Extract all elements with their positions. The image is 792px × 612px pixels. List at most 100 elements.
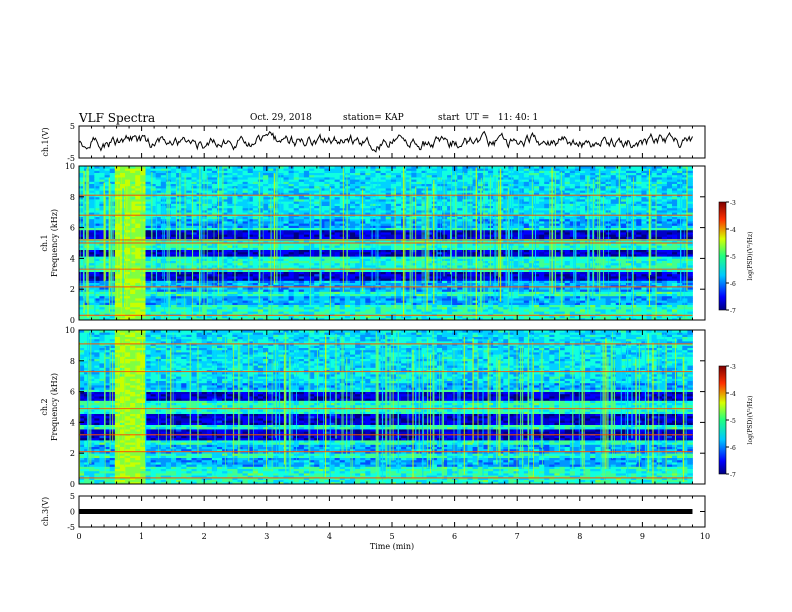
ch1-spectrogram-cell (513, 271, 519, 275)
ch1-spectrogram-cell (217, 280, 223, 283)
ch1-spectrogram-cell (263, 271, 269, 275)
ch1-spectrogram-cell (554, 313, 560, 316)
ch1-spectrogram-cell (84, 304, 90, 308)
ch1-spectrogram-cell (222, 317, 228, 321)
ch1-spectrogram-cell (176, 276, 182, 279)
ch1-spectrogram-cell (656, 313, 663, 316)
ch1-spectrogram-cell (257, 273, 264, 277)
ch1-spectrogram-cell (365, 311, 371, 314)
ch1-spectrogram-cell (288, 309, 295, 312)
ch1-spectrogram-cell (610, 302, 617, 305)
ch1-spectrogram-cell (293, 309, 300, 312)
ch1-spectrogram-cell (79, 311, 85, 314)
ch1-spectrogram-cell (539, 271, 545, 275)
ch1-spectrogram-cell (176, 287, 182, 290)
ch1-spectrogram-cell (513, 306, 519, 310)
ch1-spectrogram-cell (257, 287, 264, 290)
ch1-spectrogram-cell (452, 271, 458, 275)
ch1-spectrogram-cell (554, 271, 560, 275)
ch1-spectrogram-cell (211, 317, 218, 321)
ch1-spectrogram-cell (339, 284, 346, 288)
ch1-spectrogram-cell (595, 298, 601, 301)
ch1-spectrogram-cell (171, 295, 177, 299)
ch1-spectrogram-cell (503, 313, 509, 316)
ch1-spectrogram-cell (84, 306, 90, 310)
ch1-spectrogram-cell (314, 298, 320, 301)
ch1-spectrogram-cell (247, 298, 254, 301)
ch1-spectrogram-cell (339, 295, 346, 299)
ch1-spectrogram-cell (319, 291, 325, 294)
ch1-spectrogram-cell (452, 280, 458, 283)
ch1-spectrogram-cell (257, 282, 264, 286)
ch1-spectrogram-cell (339, 309, 346, 312)
ch1-spectrogram-cell (595, 309, 601, 312)
ch1-spectrogram-cell (554, 293, 560, 297)
ch1-spectrogram-cell (411, 313, 417, 316)
ch1-spectrogram-cell (252, 276, 259, 279)
ch1-spectrogram-cell (155, 280, 162, 283)
ch1-spectrogram-cell (523, 269, 530, 272)
ch1-spectrogram-cell (160, 302, 167, 305)
ch1-spectrogram-cell (610, 287, 617, 290)
ch1-spectrogram-cell (523, 273, 530, 277)
ch1-spectrogram-cell (257, 302, 264, 305)
ch1-spectrogram-cell (145, 315, 151, 319)
ch1-spectrogram-cell (176, 293, 182, 297)
ch1-spectrogram-cell (421, 302, 427, 305)
ch1-spectrogram-cell (626, 287, 632, 290)
ch1-spectrogram-cell (488, 287, 494, 290)
ch1-spectrogram-cell (554, 315, 560, 319)
ch1-spectrogram-cell (421, 287, 427, 290)
ch1-spectrogram-cell (666, 269, 673, 272)
ch1-spectrogram-cell (615, 313, 622, 316)
ch1-spectrogram-cell (314, 306, 320, 310)
ch1-spectrogram-cell (191, 269, 197, 272)
ch1-spectrogram-cell (549, 317, 555, 321)
ch1-spectrogram-cell (498, 309, 504, 312)
ch1-spectrogram-cell (672, 315, 678, 319)
ch1-spectrogram-cell (518, 306, 525, 310)
ch1-spectrogram-cell (396, 287, 402, 290)
ch1-spectrogram-cell (350, 289, 356, 292)
ch1-spectrogram-cell (641, 313, 647, 316)
ch1-spectrogram-cell (539, 278, 545, 281)
ch1-spectrogram-cell (651, 269, 658, 272)
ch1-spectrogram-cell (534, 291, 540, 294)
ch1-spectrogram-cell (380, 271, 387, 275)
ch1-spectrogram-cell (385, 315, 392, 319)
ch1-spectrogram-cell (130, 293, 136, 297)
ch1-spectrogram-cell (288, 269, 295, 272)
ch1-spectrogram-cell (523, 317, 530, 321)
ch1-spectrogram-cell (564, 282, 571, 286)
ch1-spectrogram-cell (421, 313, 427, 316)
ch1-spectrogram-cell (595, 313, 601, 316)
ch1-spectrogram-cell (324, 287, 330, 290)
ch1-spectrogram-cell (534, 317, 540, 321)
ch1-spectrogram-cell (298, 280, 305, 283)
ch1-spectrogram-cell (181, 317, 187, 321)
ch1-spectrogram-cell (493, 302, 499, 305)
ch1-spectrogram-cell (677, 273, 683, 277)
ch1-spectrogram-cell (206, 282, 213, 286)
ch1-spectrogram-cell (191, 284, 197, 288)
ch1-spectrogram-cell (498, 311, 504, 314)
ch1-spectrogram-cell (406, 276, 412, 279)
ch1-spectrogram-cell (416, 298, 422, 301)
ch1-spectrogram-cell (513, 298, 519, 301)
ch1-spectrogram-cell (319, 293, 325, 297)
ch1-spectrogram-cell (150, 302, 157, 305)
ch1-spectrogram-cell (493, 276, 499, 279)
ch1-spectrogram-cell (222, 295, 228, 299)
ch1-spectrogram-cell (365, 317, 371, 321)
ch1-spectrogram-cell (544, 304, 550, 308)
ch1-spectrogram-cell (314, 309, 320, 312)
ch1-spectrogram-cell (406, 306, 412, 310)
ch1-spectrogram-cell (462, 269, 468, 272)
ch1-spectrogram-cell (574, 315, 581, 319)
ch1-spectrogram-cell (237, 309, 243, 312)
ch1-spectrogram-cell (467, 300, 473, 303)
ch1-spectrogram-cell (580, 304, 586, 308)
ch1-spectrogram-cell (390, 315, 397, 319)
ch1-spectrogram-cell (416, 280, 422, 283)
ch1-spectrogram-cell (452, 293, 458, 297)
